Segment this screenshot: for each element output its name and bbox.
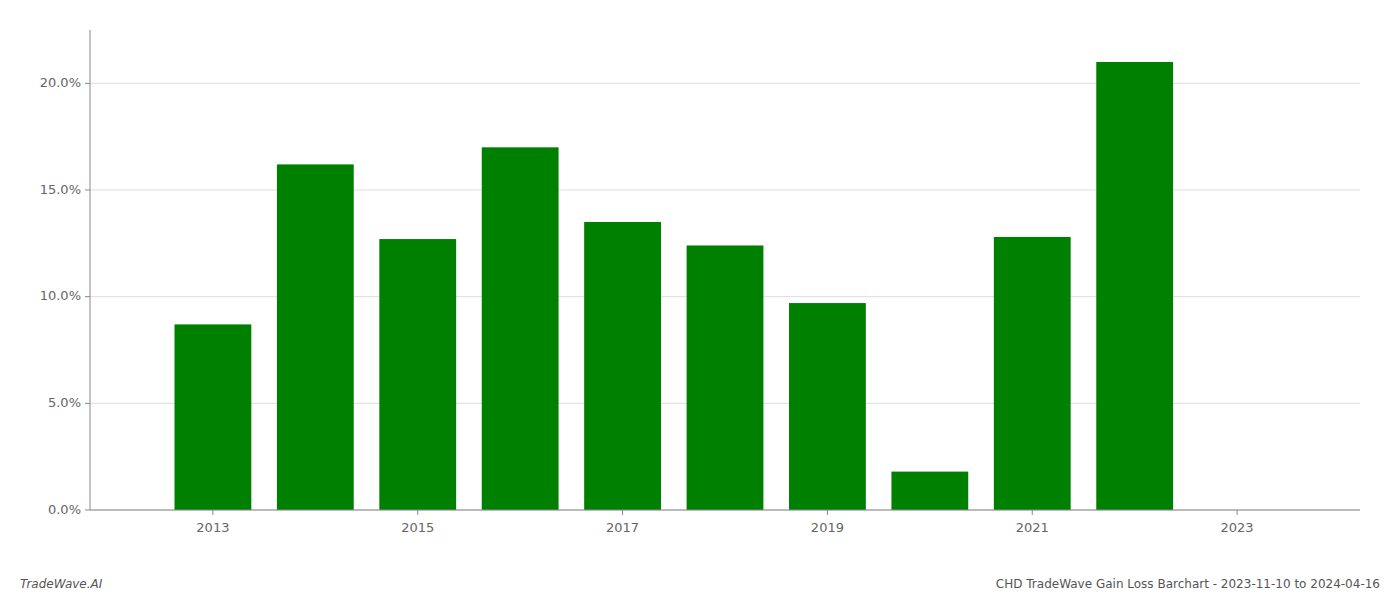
y-tick: [85, 403, 90, 404]
grid-line: [90, 510, 1360, 511]
x-tick: [827, 510, 828, 515]
y-tick: [85, 83, 90, 84]
x-tick-label: 2015: [401, 520, 434, 535]
bar: [1096, 62, 1173, 510]
footer-right: CHD TradeWave Gain Loss Barchart - 2023-…: [996, 577, 1380, 591]
y-tick: [85, 296, 90, 297]
y-tick: [85, 190, 90, 191]
bar: [174, 324, 251, 510]
y-tick-label: 15.0%: [40, 182, 81, 197]
bar: [379, 239, 456, 510]
x-tick-label: 2023: [1221, 520, 1254, 535]
bar: [994, 237, 1071, 510]
x-axis: 2013 2015 2017 2019 2021 2023: [196, 510, 1253, 535]
x-tick-label: 2019: [811, 520, 844, 535]
x-tick-label: 2021: [1016, 520, 1049, 535]
bar: [482, 147, 559, 510]
x-tick: [1032, 510, 1033, 515]
footer-left: TradeWave.AI: [20, 577, 103, 591]
y-tick-label: 20.0%: [40, 75, 81, 90]
x-tick: [622, 510, 623, 515]
y-axis: 0.0% 5.0% 10.0% 15.0% 20.0%: [40, 75, 90, 517]
x-axis-line: [90, 510, 1360, 511]
y-tick-label: 5.0%: [48, 395, 81, 410]
x-tick-label: 2013: [196, 520, 229, 535]
bar: [687, 245, 764, 510]
bars: [174, 62, 1173, 510]
bar: [584, 222, 661, 510]
y-tick: [85, 510, 90, 511]
y-axis-line: [90, 30, 91, 510]
chart-container: 0.0%5.0%10.0%15.0%20.0%20132015201720192…: [0, 0, 1400, 600]
x-tick: [417, 510, 418, 515]
x-tick-label: 2017: [606, 520, 639, 535]
y-tick-label: 10.0%: [40, 288, 81, 303]
x-tick: [1237, 510, 1238, 515]
bar: [277, 164, 354, 510]
chart-svg: 0.0%5.0%10.0%15.0%20.0%20132015201720192…: [0, 0, 1400, 600]
bar: [891, 472, 968, 510]
y-tick-label: 0.0%: [48, 502, 81, 517]
bar: [789, 303, 866, 510]
x-tick: [212, 510, 213, 515]
